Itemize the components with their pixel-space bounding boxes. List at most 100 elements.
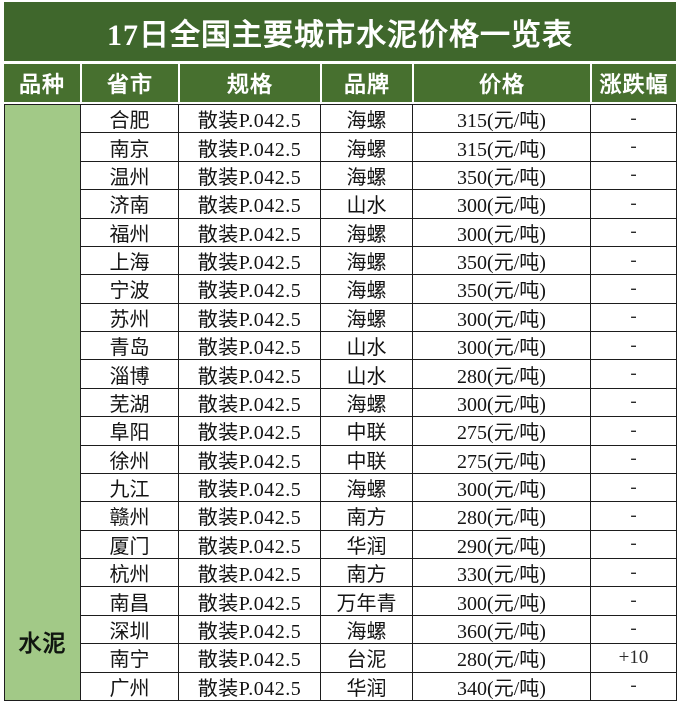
city-cell: 上海 <box>81 246 179 276</box>
spec-cell: 散装P.042.5 <box>179 332 321 361</box>
change-cell: - <box>591 559 677 588</box>
column-header-spec: 规格 <box>178 64 320 102</box>
city-cell: 济南 <box>81 190 179 219</box>
price-cell: 350(元/吨) <box>413 246 591 276</box>
spec-cell: 散装P.042.5 <box>179 161 321 191</box>
brand-cell: 台泥 <box>321 644 413 673</box>
change-cell: - <box>591 672 677 701</box>
change-cell: - <box>591 105 677 134</box>
brand-cell: 中联 <box>321 417 413 446</box>
spec-cell: 散装P.042.5 <box>179 190 321 219</box>
change-cell: - <box>591 445 677 474</box>
column-header-city: 省市 <box>80 64 178 102</box>
spec-cell: 散装P.042.5 <box>179 275 321 304</box>
change-cell: - <box>591 360 677 389</box>
brand-cell: 华润 <box>321 530 413 559</box>
price-cell: 315(元/吨) <box>413 105 591 134</box>
price-cell: 275(元/吨) <box>413 445 591 474</box>
spec-cell: 散装P.042.5 <box>179 587 321 616</box>
spec-cell: 散装P.042.5 <box>179 303 321 332</box>
spec-cell: 散装P.042.5 <box>179 473 321 503</box>
brand-cell: 海螺 <box>321 473 413 503</box>
city-cell: 深圳 <box>81 615 179 645</box>
brand-cell: 山水 <box>321 190 413 219</box>
price-cell: 340(元/吨) <box>413 672 591 701</box>
column-header-brand: 品牌 <box>320 64 412 102</box>
brand-cell: 万年青 <box>321 587 413 616</box>
city-cell: 芜湖 <box>81 388 179 418</box>
change-cell: - <box>591 587 677 616</box>
price-cell: 300(元/吨) <box>413 218 591 247</box>
column-header-change: 涨跌幅 <box>590 64 676 102</box>
spec-cell: 散装P.042.5 <box>179 559 321 588</box>
city-cell: 淄博 <box>81 360 179 389</box>
change-cell: - <box>591 388 677 418</box>
change-cell: - <box>591 615 677 645</box>
brand-cell: 华润 <box>321 672 413 701</box>
brand-cell: 海螺 <box>321 615 413 645</box>
city-cell: 合肥 <box>81 105 179 134</box>
brand-cell: 南方 <box>321 559 413 588</box>
city-cell: 九江 <box>81 473 179 503</box>
spec-cell: 散装P.042.5 <box>179 445 321 474</box>
change-cell: - <box>591 218 677 247</box>
price-cell: 350(元/吨) <box>413 161 591 191</box>
spec-cell: 散装P.042.5 <box>179 388 321 418</box>
city-cell: 温州 <box>81 161 179 191</box>
price-cell: 300(元/吨) <box>413 190 591 219</box>
price-cell: 315(元/吨) <box>413 133 591 162</box>
price-cell: 280(元/吨) <box>413 644 591 673</box>
spec-cell: 散装P.042.5 <box>179 615 321 645</box>
brand-cell: 海螺 <box>321 133 413 162</box>
brand-cell: 山水 <box>321 332 413 361</box>
city-cell: 杭州 <box>81 559 179 588</box>
price-cell: 275(元/吨) <box>413 417 591 446</box>
city-cell: 广州 <box>81 672 179 701</box>
price-cell: 300(元/吨) <box>413 332 591 361</box>
brand-cell: 海螺 <box>321 161 413 191</box>
column-header-price: 价格 <box>412 64 590 102</box>
price-cell: 300(元/吨) <box>413 473 591 503</box>
city-cell: 青岛 <box>81 332 179 361</box>
spec-cell: 散装P.042.5 <box>179 218 321 247</box>
city-cell: 南京 <box>81 133 179 162</box>
change-cell: - <box>591 530 677 559</box>
city-cell: 厦门 <box>81 530 179 559</box>
brand-cell: 海螺 <box>321 303 413 332</box>
change-cell: - <box>591 275 677 304</box>
spec-cell: 散装P.042.5 <box>179 530 321 559</box>
brand-cell: 中联 <box>321 445 413 474</box>
brand-cell: 海螺 <box>321 218 413 247</box>
spec-cell: 散装P.042.5 <box>179 133 321 162</box>
table-header-row: 品种 省市 规格 品牌 价格 涨跌幅 <box>4 64 676 102</box>
city-cell: 南昌 <box>81 587 179 616</box>
spec-cell: 散装P.042.5 <box>179 672 321 701</box>
city-cell: 福州 <box>81 218 179 247</box>
change-cell: +10 <box>591 644 677 673</box>
city-cell: 南宁 <box>81 644 179 673</box>
price-cell: 300(元/吨) <box>413 388 591 418</box>
price-cell: 350(元/吨) <box>413 275 591 304</box>
price-cell: 280(元/吨) <box>413 502 591 531</box>
price-cell: 280(元/吨) <box>413 360 591 389</box>
change-cell: - <box>591 161 677 191</box>
brand-cell: 山水 <box>321 360 413 389</box>
column-header-variety: 品种 <box>18 72 65 97</box>
change-cell: - <box>591 190 677 219</box>
brand-cell: 海螺 <box>321 105 413 134</box>
city-cell: 赣州 <box>81 502 179 531</box>
change-cell: - <box>591 303 677 332</box>
change-cell: - <box>591 246 677 276</box>
spec-cell: 散装P.042.5 <box>179 246 321 276</box>
price-cell: 330(元/吨) <box>413 559 591 588</box>
brand-cell: 海螺 <box>321 275 413 304</box>
spec-cell: 散装P.042.5 <box>179 360 321 389</box>
category-cell: 水泥 <box>5 105 81 701</box>
change-cell: - <box>591 332 677 361</box>
spec-cell: 散装P.042.5 <box>179 644 321 673</box>
price-cell: 300(元/吨) <box>413 303 591 332</box>
city-cell: 苏州 <box>81 303 179 332</box>
city-cell: 宁波 <box>81 275 179 304</box>
price-cell: 300(元/吨) <box>413 587 591 616</box>
